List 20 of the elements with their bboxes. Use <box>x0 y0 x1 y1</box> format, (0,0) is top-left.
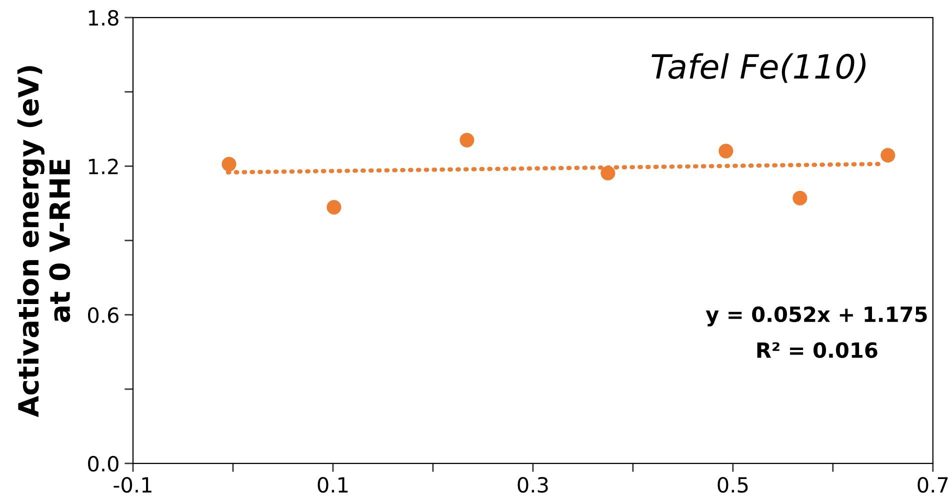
x-tick-label: 0.3 <box>518 476 548 493</box>
point <box>600 166 616 180</box>
annotation: R² = 0.016 <box>757 342 878 358</box>
point <box>460 132 474 148</box>
x-tick-label: 0.7 <box>918 476 948 493</box>
x-tick-label: 0.1 <box>318 476 348 493</box>
y-axis-title: Activation energy (eV) at 0 V-RHE <box>17 66 70 418</box>
y-tick-label: 0.6 <box>88 307 118 324</box>
y-tick-label: 1.2 <box>88 158 118 174</box>
y-tick-label: 0.0 <box>88 456 118 472</box>
x-tick-label: 0.5 <box>718 476 748 493</box>
point <box>718 144 734 158</box>
text: Tafel Fe(110) <box>652 53 866 83</box>
x-tick-label: -0.1 <box>114 476 152 493</box>
annotation: y = 0.052x + 1.175 <box>706 306 927 326</box>
point <box>880 148 896 163</box>
point <box>326 200 342 215</box>
point <box>792 190 808 206</box>
point <box>222 156 236 172</box>
y-tick-label: 1.8 <box>88 10 118 26</box>
